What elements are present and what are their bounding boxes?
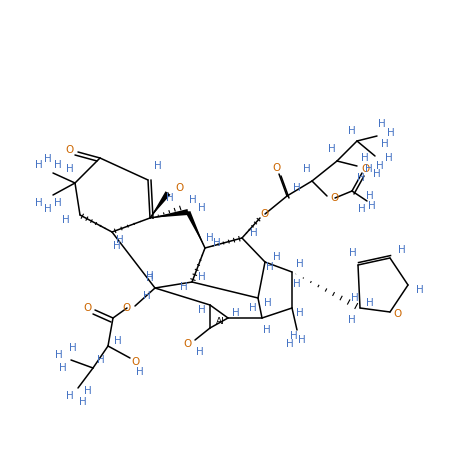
- Text: H: H: [350, 293, 358, 303]
- Text: H: H: [386, 128, 394, 138]
- Text: H: H: [356, 173, 364, 183]
- Text: Al: Al: [215, 318, 224, 326]
- Text: H: H: [35, 160, 43, 170]
- Text: H: H: [212, 238, 220, 248]
- Text: H: H: [206, 233, 213, 243]
- Text: O: O: [131, 357, 140, 367]
- Text: H: H: [349, 248, 356, 258]
- Polygon shape: [150, 209, 188, 218]
- Text: H: H: [79, 397, 87, 407]
- Text: H: H: [97, 355, 105, 365]
- Text: H: H: [62, 215, 70, 225]
- Text: H: H: [69, 343, 77, 353]
- Text: H: H: [375, 161, 383, 171]
- Text: O: O: [361, 164, 369, 174]
- Text: H: H: [365, 298, 373, 308]
- Text: H: H: [250, 228, 258, 238]
- Text: O: O: [84, 303, 92, 313]
- Text: H: H: [377, 119, 385, 129]
- Text: H: H: [273, 252, 280, 262]
- Text: H: H: [113, 241, 121, 251]
- Text: H: H: [66, 391, 74, 401]
- Text: H: H: [347, 315, 355, 325]
- Text: H: H: [298, 335, 305, 345]
- Text: H: H: [415, 285, 423, 295]
- Text: H: H: [293, 279, 300, 289]
- Text: O: O: [122, 303, 131, 313]
- Text: H: H: [54, 160, 62, 170]
- Text: H: H: [44, 154, 52, 164]
- Text: H: H: [54, 198, 62, 208]
- Text: O: O: [183, 339, 192, 349]
- Text: O: O: [260, 209, 268, 219]
- Text: O: O: [330, 193, 339, 203]
- Text: H: H: [263, 298, 271, 308]
- Text: H: H: [303, 164, 310, 174]
- Text: O: O: [66, 145, 74, 155]
- Polygon shape: [150, 191, 170, 218]
- Text: H: H: [328, 144, 335, 154]
- Polygon shape: [185, 211, 205, 248]
- Text: H: H: [295, 308, 303, 318]
- Text: H: H: [146, 273, 153, 283]
- Text: H: H: [364, 164, 372, 174]
- Text: H: H: [197, 305, 205, 315]
- Text: H: H: [189, 195, 197, 205]
- Text: H: H: [146, 271, 153, 281]
- Text: H: H: [84, 386, 91, 396]
- Text: H: H: [289, 331, 297, 341]
- Text: H: H: [55, 350, 63, 360]
- Text: H: H: [136, 367, 144, 377]
- Text: H: H: [384, 153, 392, 163]
- Text: H: H: [154, 161, 162, 171]
- Text: H: H: [347, 126, 355, 136]
- Text: H: H: [166, 193, 173, 203]
- Text: H: H: [367, 201, 375, 211]
- Text: H: H: [66, 164, 74, 174]
- Text: H: H: [293, 183, 300, 193]
- Text: H: H: [35, 198, 43, 208]
- Text: H: H: [232, 308, 239, 318]
- Text: H: H: [59, 363, 67, 373]
- Text: H: H: [196, 347, 203, 357]
- Text: H: H: [285, 339, 293, 349]
- Text: H: H: [380, 139, 388, 149]
- Text: H: H: [197, 203, 205, 213]
- Text: O: O: [175, 183, 183, 193]
- Text: H: H: [357, 204, 365, 214]
- Text: H: H: [295, 259, 303, 269]
- Text: H: H: [197, 272, 205, 282]
- Text: H: H: [180, 282, 187, 292]
- Text: O: O: [272, 163, 281, 173]
- Text: H: H: [266, 262, 273, 272]
- Text: H: H: [372, 169, 380, 179]
- Text: H: H: [248, 303, 256, 313]
- Text: H: H: [365, 191, 373, 201]
- Text: H: H: [143, 291, 151, 301]
- Text: H: H: [44, 204, 52, 214]
- Text: H: H: [360, 153, 368, 163]
- Text: H: H: [397, 245, 405, 255]
- Text: H: H: [114, 336, 121, 346]
- Text: H: H: [116, 235, 124, 245]
- Text: H: H: [263, 325, 270, 335]
- Text: O: O: [393, 309, 401, 319]
